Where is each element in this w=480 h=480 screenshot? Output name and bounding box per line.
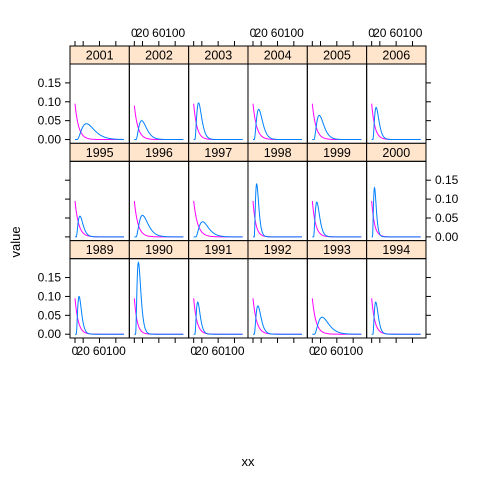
series-a-line-2003 (193, 102, 243, 141)
y-tick-label: 0.05 (38, 308, 62, 322)
panel-1996: 1996 (128, 142, 190, 242)
x-tick-label: 0 (131, 26, 138, 40)
y-tick-label: 0.15 (435, 173, 459, 187)
series-a-line-1990 (134, 261, 184, 335)
strip-label-1989: 1989 (86, 243, 114, 257)
series-a-line-1997 (193, 221, 243, 238)
series-a-line-2004 (252, 108, 302, 141)
series-a-line-2000 (371, 186, 421, 238)
strip-label-1996: 1996 (145, 146, 173, 160)
y-tick-label: 0.00 (435, 230, 459, 244)
series-a-line-1992 (252, 305, 302, 335)
series-a-line-1999 (312, 201, 362, 238)
y-tick-label: 0.15 (38, 271, 62, 285)
x-tick-label: 100 (402, 26, 422, 40)
x-tick-label: 60 (330, 344, 344, 358)
x-tick-label: 0 (190, 344, 197, 358)
panel-2000: 2000 (366, 142, 427, 242)
series-a-line-1994 (371, 301, 421, 335)
strip-label-1993: 1993 (323, 243, 351, 257)
panel-1990: 1990 (128, 240, 190, 339)
x-tick-label: 60 (271, 26, 285, 40)
y-tick-label: 0.00 (38, 327, 62, 341)
series-a-line-1993 (312, 316, 362, 335)
strip-label-2006: 2006 (382, 49, 410, 63)
y-tick-label: 0.10 (435, 192, 459, 206)
x-tick-label: 100 (165, 26, 185, 40)
panel-1991: 1991 (188, 240, 249, 339)
y-tick-label: 0.05 (38, 114, 62, 128)
x-tick-label: 0 (72, 344, 79, 358)
panel-1992: 1992 (247, 240, 308, 339)
panel-1999: 1999 (306, 142, 368, 242)
strip-label-2005: 2005 (323, 49, 351, 63)
strip-label-1994: 1994 (382, 243, 410, 257)
strip-label-2003: 2003 (204, 49, 232, 63)
strip-label-1992: 1992 (264, 243, 292, 257)
y-axis-title: value (8, 226, 23, 257)
series-a-line-2005 (312, 114, 362, 141)
strip-label-1999: 1999 (323, 146, 351, 160)
x-tick-label: 0 (250, 26, 257, 40)
series-a-line-2006 (371, 106, 421, 141)
y-tick-label: 0.05 (435, 211, 459, 225)
x-tick-label: 0 (309, 344, 316, 358)
x-tick-label: 100 (106, 344, 126, 358)
strip-label-1998: 1998 (264, 146, 292, 160)
x-tick-label: 20 (314, 344, 328, 358)
panels-layer: 2001 2002 2003 2004 2005 2006 1995 1996 1997 1998… (69, 45, 427, 339)
x-tick-label: 20 (254, 26, 268, 40)
x-tick-label: 100 (224, 344, 244, 358)
x-tick-label: 20 (76, 344, 90, 358)
x-tick-label: 20 (195, 344, 209, 358)
series-a-line-1998 (252, 182, 302, 238)
x-tick-label: 60 (211, 344, 225, 358)
series-a-line-1995 (75, 215, 124, 238)
strip-label-2002: 2002 (145, 49, 173, 63)
strip-label-2004: 2004 (264, 49, 292, 63)
panel-1997: 1997 (188, 142, 249, 242)
strip-label-1990: 1990 (145, 243, 173, 257)
y-tick-label: 0.00 (38, 133, 62, 147)
x-tick-label: 100 (284, 26, 304, 40)
strip-label-2001: 2001 (86, 49, 114, 63)
strip-label-1995: 1995 (86, 146, 114, 160)
panel-1989: 1989 (69, 240, 130, 339)
series-a-line-2001 (75, 123, 124, 141)
x-tick-label: 100 (343, 344, 363, 358)
series-a-line-2002 (134, 120, 184, 141)
x-axis-title: xx (242, 454, 256, 469)
strip-label-1991: 1991 (204, 243, 232, 257)
x-tick-label: 60 (389, 26, 403, 40)
y-tick-label: 0.10 (38, 95, 62, 109)
strip-label-2000: 2000 (382, 146, 410, 160)
x-tick-label: 0 (368, 26, 375, 40)
series-a-line-1991 (193, 301, 243, 335)
series-a-line-1989 (75, 295, 124, 335)
x-tick-label: 20 (373, 26, 387, 40)
x-tick-label: 60 (152, 26, 166, 40)
x-tick-label: 60 (93, 344, 107, 358)
y-tick-label: 0.10 (38, 289, 62, 303)
x-tick-label: 20 (136, 26, 150, 40)
series-a-line-1996 (134, 214, 184, 238)
y-tick-label: 0.15 (38, 76, 62, 90)
strip-label-1997: 1997 (204, 146, 232, 160)
